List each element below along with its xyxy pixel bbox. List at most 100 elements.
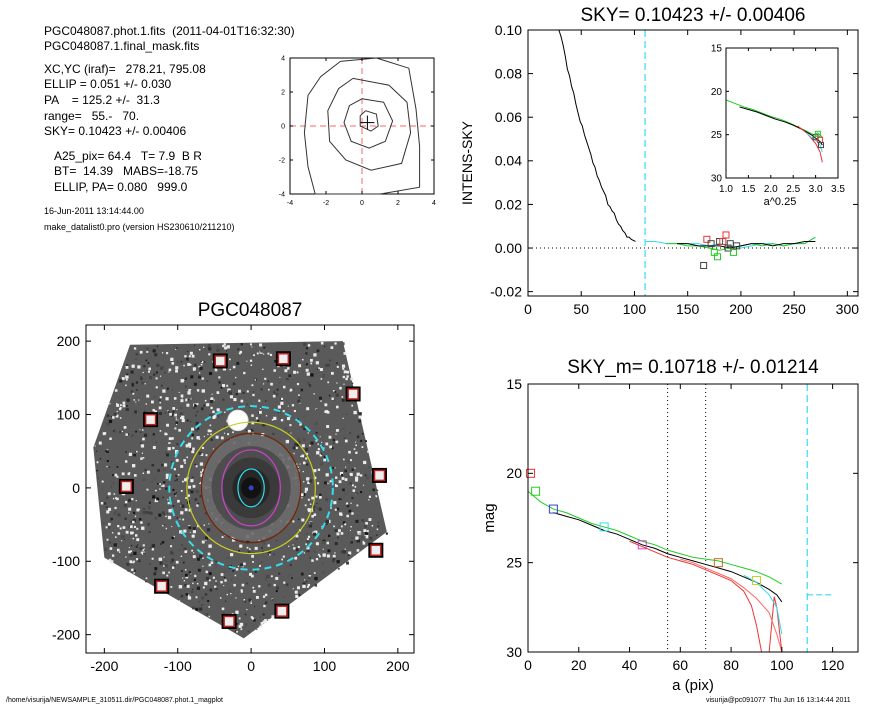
noise-pixel (111, 416, 113, 418)
noise-pixel (129, 560, 133, 564)
noise-pixel (358, 412, 362, 416)
noise-pixel (166, 433, 168, 435)
noise-pixel (201, 446, 205, 450)
mag-profile-line (629, 540, 783, 653)
noise-pixel (121, 430, 123, 433)
noise-pixel (162, 571, 165, 575)
noise-pixel (346, 514, 349, 518)
noise-pixel (198, 372, 201, 374)
noise-pixel (189, 363, 192, 366)
noise-pixel (106, 422, 110, 426)
noise-pixel (125, 407, 129, 412)
noise-pixel (194, 498, 198, 501)
noise-pixel (376, 489, 379, 492)
noise-pixel (325, 442, 329, 446)
noise-pixel (136, 450, 138, 453)
noise-pixel (164, 412, 167, 414)
noise-pixel (200, 363, 203, 366)
noise-pixel (151, 463, 155, 467)
noise-pixel (112, 473, 115, 477)
noise-pixel (155, 371, 158, 374)
noise-pixel (184, 377, 188, 380)
noise-pixel (365, 440, 368, 443)
noise-pixel (300, 455, 302, 457)
sky-square (719, 237, 727, 245)
noise-pixel (232, 431, 234, 434)
noise-pixel (136, 527, 139, 530)
y-tick-label: -100 (52, 553, 80, 569)
noise-pixel (258, 415, 262, 419)
noise-pixel (179, 417, 182, 420)
noise-pixel (163, 481, 166, 484)
noise-pixel (203, 361, 206, 363)
noise-pixel (137, 365, 141, 369)
noise-pixel (223, 612, 225, 614)
noise-pixel (212, 410, 215, 414)
noise-pixel (254, 570, 257, 573)
noise-pixel (135, 451, 137, 453)
noise-pixel (197, 568, 201, 572)
noise-pixel (283, 426, 288, 431)
noise-pixel (106, 414, 110, 417)
noise-pixel (355, 441, 357, 443)
noise-pixel (246, 390, 249, 393)
noise-pixel (152, 408, 155, 412)
noise-pixel (198, 438, 201, 440)
noise-pixel (240, 539, 244, 542)
noise-pixel (295, 594, 299, 599)
noise-pixel (251, 384, 254, 387)
noise-pixel (168, 442, 170, 444)
noise-pixel (196, 410, 199, 413)
noise-pixel (288, 545, 290, 547)
noise-pixel (334, 342, 337, 345)
noise-pixel (305, 525, 308, 528)
noise-pixel (133, 474, 137, 477)
noise-pixel (196, 403, 199, 406)
noise-pixel (131, 434, 134, 437)
noise-pixel (112, 416, 115, 419)
noise-pixel (260, 621, 264, 625)
noise-pixel (184, 550, 188, 554)
x-tick-label: -100 (164, 658, 192, 674)
noise-pixel (253, 619, 256, 622)
noise-pixel (200, 604, 203, 607)
noise-pixel (171, 362, 175, 365)
noise-pixel (289, 563, 292, 567)
noise-pixel (250, 364, 253, 366)
noise-pixel (348, 551, 352, 555)
noise-pixel (320, 462, 323, 466)
noise-pixel (334, 552, 336, 554)
noise-pixel (228, 390, 232, 394)
noise-pixel (151, 544, 156, 548)
noise-pixel (198, 365, 201, 368)
noise-pixel (178, 600, 181, 602)
noise-pixel (202, 557, 204, 559)
noise-pixel (121, 472, 125, 476)
noise-pixel (175, 366, 179, 370)
noise-pixel (243, 599, 246, 601)
noise-pixel (110, 519, 113, 522)
noise-pixel (193, 344, 195, 346)
noise-pixel (172, 389, 174, 391)
noise-pixel (152, 446, 156, 449)
y-tick-label: 0.04 (495, 153, 522, 169)
noise-pixel (259, 625, 262, 628)
noise-pixel (113, 493, 116, 495)
noise-pixel (171, 558, 175, 562)
image-title: PGC048087 (198, 300, 303, 321)
noise-pixel (114, 536, 117, 538)
noise-pixel (312, 508, 315, 512)
noise-pixel (216, 408, 220, 412)
noise-pixel (165, 453, 169, 457)
noise-pixel (155, 489, 157, 492)
noise-pixel (320, 341, 324, 345)
noise-pixel (262, 541, 266, 545)
noise-pixel (280, 397, 284, 400)
noise-pixel (257, 419, 260, 422)
noise-pixel (114, 506, 117, 510)
noise-pixel (251, 346, 253, 348)
noise-pixel (146, 488, 149, 491)
noise-pixel (339, 471, 344, 476)
noise-pixel (208, 347, 212, 351)
noise-pixel (276, 586, 279, 590)
